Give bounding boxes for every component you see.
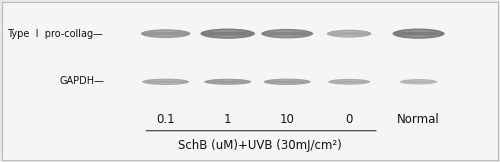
Ellipse shape [154,32,177,36]
Ellipse shape [406,80,430,84]
Ellipse shape [402,30,436,37]
Ellipse shape [264,79,310,85]
Ellipse shape [396,29,440,38]
Ellipse shape [404,81,434,83]
Ellipse shape [206,32,250,36]
Ellipse shape [209,81,246,83]
Ellipse shape [261,29,313,38]
Ellipse shape [210,30,246,37]
Ellipse shape [270,31,304,37]
Ellipse shape [330,30,368,37]
Ellipse shape [410,81,427,83]
Ellipse shape [276,32,299,36]
Ellipse shape [268,81,306,83]
Ellipse shape [146,79,186,84]
Ellipse shape [339,32,359,35]
Ellipse shape [144,30,187,37]
Ellipse shape [332,32,367,35]
Ellipse shape [392,29,444,39]
Text: 0.1: 0.1 [156,113,175,126]
Text: 1: 1 [224,113,232,126]
Ellipse shape [332,81,366,83]
Text: Normal: Normal [397,113,440,126]
Ellipse shape [204,79,251,85]
Ellipse shape [200,29,255,39]
Ellipse shape [150,80,181,84]
Text: SchB (uM)+UVB (30mJ/cm²): SchB (uM)+UVB (30mJ/cm²) [178,139,342,152]
Ellipse shape [267,79,307,84]
Text: Type  I  pro-collag—: Type I pro-collag— [7,29,103,39]
Ellipse shape [336,80,363,84]
Ellipse shape [265,30,310,38]
Text: 10: 10 [280,113,294,126]
Ellipse shape [204,29,251,38]
Ellipse shape [398,32,440,36]
Ellipse shape [403,80,434,84]
Ellipse shape [272,80,302,84]
Ellipse shape [212,80,243,84]
Ellipse shape [217,81,238,83]
Ellipse shape [266,32,308,35]
Ellipse shape [216,31,240,36]
Ellipse shape [327,30,372,38]
Ellipse shape [328,79,370,85]
Ellipse shape [146,32,186,35]
Ellipse shape [142,79,190,85]
Ellipse shape [208,79,248,84]
Ellipse shape [150,31,182,36]
Text: GAPDH—: GAPDH— [59,76,104,86]
Ellipse shape [340,81,358,83]
Ellipse shape [155,80,176,83]
Ellipse shape [147,81,184,83]
Ellipse shape [407,31,430,36]
Ellipse shape [141,29,190,38]
Text: 0: 0 [346,113,353,126]
Ellipse shape [334,31,364,36]
Ellipse shape [276,80,298,83]
Ellipse shape [332,79,367,84]
Ellipse shape [400,79,437,84]
